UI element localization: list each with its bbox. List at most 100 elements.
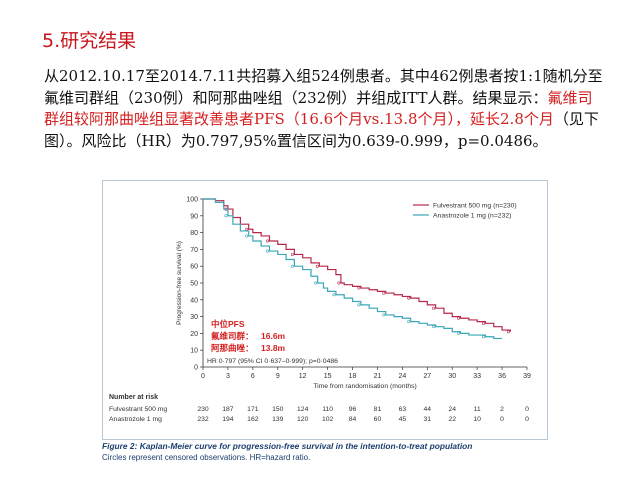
censor-mark <box>332 293 336 297</box>
censor-mark <box>290 264 294 268</box>
y-tick-label: 90 <box>190 213 198 220</box>
x-axis-label: Time from randomisation (months) <box>313 383 417 390</box>
censor-mark <box>357 303 361 307</box>
y-tick-label: 100 <box>186 197 198 204</box>
x-tick-label: 30 <box>448 373 456 380</box>
censor-mark <box>290 252 294 256</box>
censor-mark <box>314 281 318 285</box>
risk-value: 45 <box>399 416 407 423</box>
risk-value: 63 <box>399 406 407 413</box>
median-anas-value: 13.8m <box>261 343 286 353</box>
risk-value: 11 <box>474 406 481 413</box>
risk-value: 84 <box>349 416 357 423</box>
risk-value: 0 <box>500 416 504 423</box>
censor-mark <box>382 313 386 317</box>
median-fulv-label: 氟维司群： <box>211 331 254 341</box>
y-tick-label: 40 <box>190 297 198 304</box>
risk-title: Number at risk <box>109 394 158 401</box>
x-tick-label: 12 <box>299 373 307 380</box>
risk-value: 24 <box>448 406 456 413</box>
censor-mark <box>407 296 411 300</box>
censor-mark <box>265 239 269 243</box>
risk-value: 194 <box>222 416 234 423</box>
censor-mark <box>457 331 461 335</box>
x-tick-label: 33 <box>473 373 481 380</box>
risk-value: 0 <box>525 416 529 423</box>
risk-value: 124 <box>297 406 309 413</box>
censor-mark <box>481 335 485 339</box>
legend-label: Fulvestrant 500 mg (n=230) <box>433 203 517 210</box>
x-tick-label: 24 <box>398 373 406 380</box>
risk-row-label: Anastrozole 1 mg <box>109 416 162 423</box>
slide-title: 5.研究结果 <box>42 30 137 52</box>
risk-value: 102 <box>322 416 334 423</box>
y-tick-label: 30 <box>190 314 198 321</box>
risk-value: 10 <box>473 416 481 423</box>
x-tick-label: 39 <box>523 373 531 380</box>
median-anas-label: 阿那曲唑： <box>211 343 254 353</box>
x-tick-label: 15 <box>324 373 332 380</box>
censor-mark <box>457 316 461 320</box>
y-tick-label: 70 <box>190 247 198 254</box>
risk-value: 22 <box>448 416 456 423</box>
legend-label: Anastrozole 1 mg (n=232) <box>433 213 511 220</box>
risk-value: 120 <box>297 416 309 423</box>
censor-mark <box>245 234 249 238</box>
median-title: 中位PFS <box>211 319 245 329</box>
y-tick-label: 10 <box>190 348 198 355</box>
risk-value: 150 <box>272 406 284 413</box>
results-paragraph: 从2012.10.17至2014.7.11共招募入组524例患者。其中462例患… <box>44 66 604 152</box>
x-tick-label: 9 <box>276 373 280 380</box>
censor-mark <box>481 321 485 325</box>
median-fulv-value: 16.6m <box>261 331 286 341</box>
x-tick-label: 27 <box>423 373 431 380</box>
para-text-2: （见下图）。风险比（HR）为0.797,95%置信区间为0.639-0.999，… <box>44 110 599 150</box>
y-tick-label: 80 <box>190 230 198 237</box>
censor-mark <box>245 227 249 231</box>
censor-mark <box>265 249 269 253</box>
risk-value: 31 <box>424 416 432 423</box>
para-highlight: 氟维司群组较阿那曲唑组显著改善患者PFS（16.6个月vs.13.8个月），延长… <box>44 88 593 129</box>
y-tick-label: 0 <box>194 365 198 372</box>
hr-text: HR 0·797 (95% CI 0·637–0·999); p=0·0486 <box>207 358 338 365</box>
censor-mark <box>432 325 436 329</box>
km-curve-anastrozole <box>203 198 503 340</box>
caption-note: Circles represent censored observations.… <box>102 453 311 462</box>
km-figure: 0 10 20 30 40 50 60 70 80 90 100 0 3 6 9 12 15 18 21 24 27 30… <box>102 180 548 440</box>
risk-value: 187 <box>222 406 234 413</box>
risk-value: 44 <box>424 406 432 413</box>
para-text-1: 从2012.10.17至2014.7.11共招募入组524例患者。其中462例患… <box>44 67 603 107</box>
x-tick-label: 6 <box>251 373 255 380</box>
x-tick-label: 36 <box>498 373 506 380</box>
censor-mark <box>382 291 386 295</box>
y-tick-label: 60 <box>190 264 198 271</box>
risk-value: 230 <box>197 406 209 413</box>
x-tick-label: 18 <box>349 373 357 380</box>
figure-caption: Figure 2: Kaplan-Meier curve for progres… <box>102 441 572 462</box>
y-axis-label: Progression-free survival (%) <box>176 241 183 325</box>
censor-mark <box>224 214 228 218</box>
risk-value: 162 <box>247 416 259 423</box>
caption-title: Figure 2: Kaplan-Meier curve for progres… <box>102 441 473 451</box>
risk-value: 81 <box>374 406 382 413</box>
risk-value: 60 <box>374 416 382 423</box>
risk-value: 110 <box>322 406 333 413</box>
km-curve-fulvestrant <box>203 198 511 332</box>
x-tick-label: 3 <box>226 373 230 380</box>
censor-mark <box>357 286 361 290</box>
censor-mark <box>407 320 411 324</box>
risk-row-label: Fulvestrant 500 mg <box>109 406 167 413</box>
x-tick-label: 0 <box>201 373 205 380</box>
censor-mark <box>337 281 341 285</box>
risk-value: 139 <box>272 416 284 423</box>
y-tick-label: 50 <box>190 281 198 288</box>
censor-mark <box>315 264 319 268</box>
x-tick-label: 21 <box>374 373 382 380</box>
censor-mark <box>432 306 436 310</box>
risk-value: 171 <box>247 406 259 413</box>
risk-value: 232 <box>197 416 209 423</box>
risk-value: 96 <box>349 406 357 413</box>
risk-value: 2 <box>500 406 504 413</box>
censor-mark <box>506 330 510 334</box>
